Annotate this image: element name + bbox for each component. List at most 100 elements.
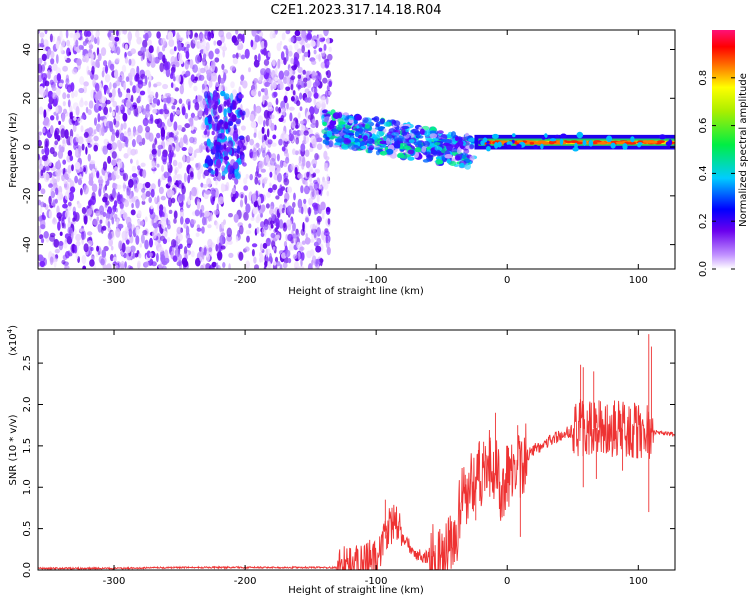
spectrogram-cell (70, 227, 73, 234)
spectrogram-cell (241, 143, 245, 152)
spectrogram-cell (398, 135, 404, 142)
spectrogram-cell (192, 78, 198, 84)
spectrogram-cell (341, 145, 349, 150)
spectrogram-cell (309, 238, 315, 243)
spectrogram-cell (149, 114, 154, 122)
spectrogram-cell (257, 115, 264, 125)
spectrogram-cell (263, 223, 269, 231)
spectrogram-cell (107, 155, 112, 164)
spectrogram-cell (161, 164, 164, 173)
spectrogram-cell (305, 217, 309, 223)
spectrogram-cell (322, 139, 330, 145)
spectrogram-cell (172, 255, 178, 262)
spectrogram-cell (141, 188, 146, 193)
spectrogram-cell (135, 198, 140, 209)
spectrogram-cell (297, 84, 302, 90)
spectrogram-cell (126, 88, 131, 94)
spectrogram-cell (313, 181, 320, 191)
spectrogram-cell (270, 224, 274, 229)
spectrogram-cell (225, 32, 232, 40)
spectrogram-cell (292, 69, 296, 75)
spectrogram-cell (275, 195, 280, 200)
spectrogram-cell (107, 32, 112, 38)
spectrogram-cell (606, 135, 613, 143)
spectrogram-cell (211, 130, 215, 136)
spectrogram-cell (308, 197, 313, 206)
spectrogram-cell (204, 190, 211, 195)
spectrogram-cell (221, 84, 225, 91)
spectrogram-cell (201, 216, 207, 226)
spectrogram-cell (127, 131, 133, 140)
spectrogram-cell (407, 156, 415, 161)
spectrogram-cell (52, 151, 58, 158)
spectrogram-cell (141, 137, 146, 146)
x-tick-label: 0 (504, 275, 510, 286)
spectrogram-cell (142, 117, 149, 127)
spectrogram-cell (322, 77, 328, 84)
spectrogram-cell (241, 155, 245, 165)
x-tick-label: -100 (365, 576, 388, 587)
spectrogram-cell (259, 243, 263, 252)
spectrogram-cell (262, 47, 267, 56)
spectrogram-cell (124, 226, 129, 232)
spectrogram-cell (444, 154, 453, 159)
spectrogram-cell (74, 32, 81, 39)
spectrogram-cell (103, 106, 108, 116)
spectrogram-cell (295, 124, 299, 129)
spectrogram-cell (480, 140, 485, 146)
spectrogram-cell (47, 90, 54, 100)
spectrogram-cell (285, 48, 289, 56)
y-tick-label: 20 (22, 92, 33, 105)
spectrogram-cell (125, 246, 132, 254)
spectrogram-cell (258, 176, 265, 184)
spectrogram-cell (328, 140, 334, 148)
spectrogram-cell (128, 178, 134, 188)
spectrogram-cell (283, 57, 287, 66)
spectrogram-cell (137, 95, 141, 101)
spectrogram-cell (277, 172, 282, 183)
spectrogram-cell (115, 57, 120, 63)
spectrogram-cell (120, 105, 123, 110)
spectrogram-cell (103, 186, 106, 194)
spectrogram-cell (266, 191, 271, 198)
spectrogram-cell (160, 254, 166, 263)
spectrogram-cell (107, 221, 111, 228)
spectrogram-cell (529, 141, 535, 145)
spectrogram-cell (265, 154, 269, 164)
spectrogram-cell (195, 232, 200, 238)
spectrogram-cell (264, 87, 268, 96)
spectrogram-cell (101, 249, 107, 259)
spectrogram-cell (124, 43, 129, 51)
spectrogram-cell (379, 140, 387, 145)
spectrogram-cell (181, 106, 186, 116)
spectrogram-cell (668, 139, 673, 146)
spectrogram-cell (49, 79, 54, 86)
spectrogram-cell (364, 123, 370, 129)
spectrogram-cell (40, 38, 44, 47)
spectrogram-cell (383, 121, 390, 127)
spectrogram-cell (69, 105, 73, 113)
snr-marks (38, 334, 675, 570)
spectrogram-cell (231, 187, 236, 195)
spectrogram-cell (81, 207, 87, 214)
spectrogram-cell (164, 109, 170, 115)
spectrogram-cell (208, 79, 213, 88)
spectrogram-cell (71, 164, 74, 172)
spectrogram-cell (324, 156, 330, 161)
spectrogram-cell (83, 81, 89, 87)
spectrogram-cell (267, 260, 271, 269)
spectrogram-cell (174, 169, 178, 176)
spectrogram-cell (308, 166, 313, 172)
spectrogram-cell (63, 108, 67, 115)
spectrogram-cell (297, 198, 303, 209)
spectrogram-cell (131, 173, 138, 178)
spectrogram-cell (313, 97, 317, 106)
spectrogram-cell (267, 217, 273, 226)
spectrogram-cell (464, 163, 471, 170)
spectrogram-cell (218, 242, 222, 252)
spectrogram-cell (72, 217, 76, 222)
spectrogram-cell (435, 158, 441, 165)
spectrogram-cell (125, 239, 130, 245)
spectrogram-cell (59, 231, 63, 236)
spectrogram-cell (62, 139, 66, 145)
